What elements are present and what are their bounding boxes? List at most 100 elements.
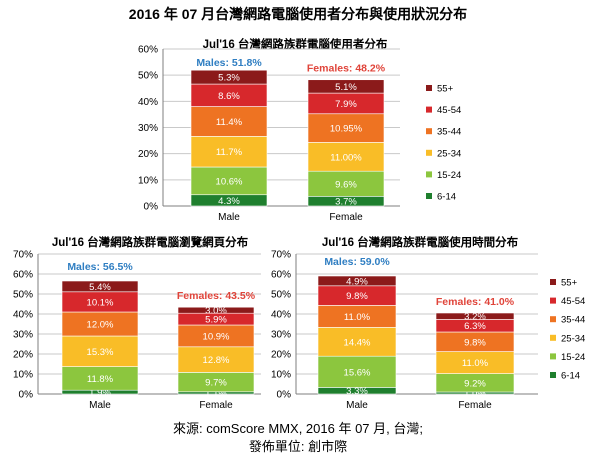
legend-swatch — [550, 353, 556, 360]
y-tick-label: 60% — [13, 270, 33, 281]
y-tick-label: 50% — [271, 290, 291, 301]
y-tick-label: 60% — [271, 270, 291, 281]
legend-label: 35-44 — [561, 315, 585, 326]
y-tick-label: 0% — [277, 390, 292, 401]
bar-segment — [317, 355, 397, 388]
legend-label: 25-34 — [437, 148, 461, 159]
data-label: 11.8% — [87, 374, 114, 385]
data-label: 9.2% — [464, 378, 486, 389]
legend-label: 15-24 — [561, 352, 585, 363]
y-tick-label: 30% — [13, 330, 33, 341]
y-tick-label: 50% — [138, 71, 158, 82]
data-label: 5.1% — [335, 82, 357, 93]
data-label: 12.0% — [87, 320, 114, 331]
data-label: 6.3% — [464, 321, 486, 332]
data-label: 10.9% — [203, 331, 230, 342]
data-label: 11.7% — [216, 147, 243, 158]
data-label: 5.4% — [89, 282, 111, 293]
y-tick-label: 30% — [271, 330, 291, 341]
data-label: 3.0% — [205, 306, 227, 317]
legend-swatch — [426, 171, 432, 178]
legend-swatch — [426, 193, 432, 199]
x-tick-label: Female — [458, 400, 492, 411]
legend-label: 15-24 — [437, 170, 461, 181]
data-label: 12.8% — [203, 355, 230, 366]
data-label: 11.4% — [216, 117, 243, 128]
total-label: Females: 48.2% — [307, 63, 386, 75]
chart-title: Jul'16 台灣網路族群電腦使用時間分布 — [322, 235, 519, 249]
legend-label: 55+ — [437, 84, 454, 95]
y-tick-label: 10% — [271, 370, 291, 381]
data-label: 15.6% — [344, 367, 371, 378]
data-label: 1.0% — [464, 389, 486, 400]
legend-swatch — [550, 372, 556, 378]
bar-segment — [307, 113, 385, 143]
data-label: 1.1% — [205, 388, 227, 399]
y-tick-label: 20% — [138, 149, 158, 160]
total-label: Males: 59.0% — [324, 256, 390, 268]
data-label: 9.7% — [205, 378, 227, 389]
legend-label: 25-34 — [561, 333, 585, 344]
y-tick-label: 70% — [13, 250, 33, 261]
legend-label: 6-14 — [437, 192, 456, 203]
data-label: 3.2% — [464, 312, 486, 323]
data-label: 9.8% — [346, 291, 368, 302]
data-label: 8.6% — [218, 91, 240, 102]
legend-label: 45-54 — [437, 105, 461, 116]
data-label: 3.7% — [335, 197, 357, 208]
legend-label: 6-14 — [561, 371, 580, 382]
data-label: 9.6% — [335, 179, 357, 190]
data-label: 15.3% — [87, 347, 114, 358]
data-label: 10.1% — [87, 297, 114, 308]
main-title: 2016 年 07 月台灣網路電腦使用者分布與使用狀況分布 — [128, 6, 468, 22]
legend-swatch — [550, 334, 556, 341]
y-tick-label: 60% — [138, 45, 158, 56]
legend-swatch — [550, 316, 556, 323]
y-tick-label: 70% — [271, 250, 291, 261]
data-label: 14.4% — [344, 337, 371, 348]
x-tick-label: Male — [346, 400, 368, 411]
x-tick-label: Male — [89, 400, 111, 411]
y-tick-label: 40% — [271, 310, 291, 321]
legend-swatch — [426, 106, 432, 113]
data-label: 7.9% — [335, 99, 357, 110]
data-label: 4.9% — [346, 276, 368, 287]
bar-segment — [61, 335, 139, 367]
data-label: 11.0% — [344, 312, 371, 323]
data-label: 3.3% — [346, 386, 368, 397]
y-tick-label: 10% — [13, 370, 33, 381]
y-tick-label: 40% — [138, 97, 158, 108]
bar-segment — [190, 69, 268, 85]
chart-title: Jul'16 台灣網路族群電腦瀏覽網頁分布 — [52, 235, 249, 249]
bar-segment — [435, 312, 515, 320]
y-tick-label: 0% — [144, 202, 159, 213]
total-label: Females: 43.5% — [177, 290, 256, 302]
data-label: 5.9% — [205, 315, 227, 326]
x-tick-label: Female — [329, 212, 363, 223]
data-label: 10.6% — [216, 176, 243, 187]
data-label: 9.8% — [464, 337, 486, 348]
y-tick-label: 50% — [13, 290, 33, 301]
bar-segment — [307, 142, 385, 172]
total-label: Females: 41.0% — [436, 296, 515, 308]
legend-label: 45-54 — [561, 296, 585, 307]
bar-segment — [177, 346, 255, 373]
legend-swatch — [550, 279, 556, 285]
data-label: 5.3% — [218, 73, 240, 84]
bar-segment — [307, 79, 385, 94]
legend-label: 35-44 — [437, 127, 461, 138]
data-label: 4.3% — [218, 196, 240, 207]
legend-swatch — [550, 297, 556, 304]
bar-segment — [190, 136, 268, 168]
y-tick-label: 40% — [13, 310, 33, 321]
x-tick-label: Female — [199, 400, 233, 411]
data-label: 11.0% — [462, 358, 489, 369]
total-label: Males: 51.8% — [196, 57, 262, 69]
bar-segment — [190, 106, 268, 137]
y-tick-label: 20% — [13, 350, 33, 361]
bar-segment — [317, 275, 397, 287]
x-tick-label: Male — [218, 212, 240, 223]
